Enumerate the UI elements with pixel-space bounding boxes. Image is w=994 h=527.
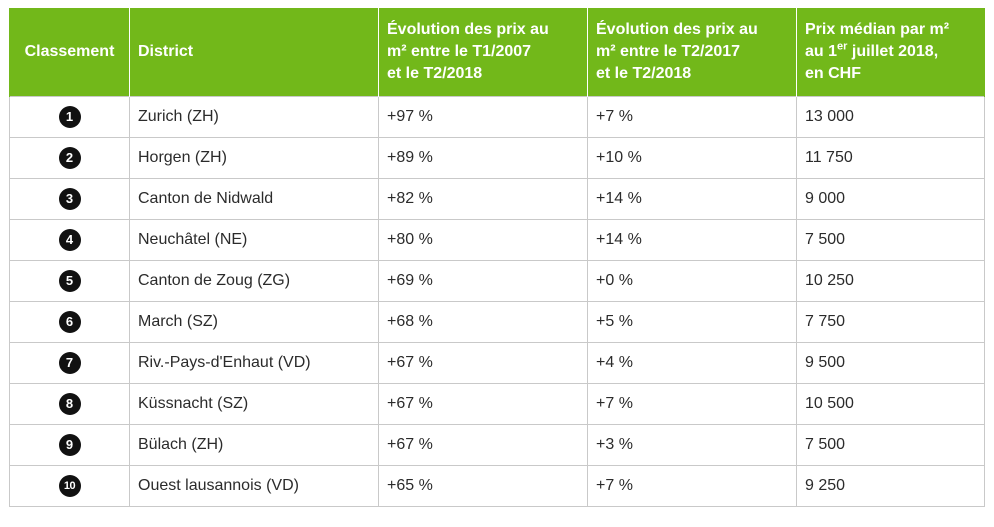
table-row: 1 Zurich (ZH) +97 % +7 % 13 000 — [9, 95, 985, 138]
header-price-line3: en CHF — [805, 64, 861, 82]
median-price-cell: 9 500 — [796, 341, 985, 384]
table-row: 2 Horgen (ZH) +89 % +10 % 11 750 — [9, 136, 985, 179]
table-row: 5 Canton de Zoug (ZG) +69 % +0 % 10 250 — [9, 259, 985, 302]
rank-badge: 5 — [58, 269, 81, 292]
rank-cell: 5 — [9, 259, 130, 302]
rank-cell: 4 — [9, 218, 130, 261]
rank-cell: 9 — [9, 423, 130, 466]
header-evolution-2017-line3: et le T2/2018 — [596, 64, 692, 82]
rank-badge: 4 — [58, 228, 81, 251]
ranking-table-container: Classement District Évolution des prix a… — [9, 8, 985, 507]
median-price-cell: 7 500 — [796, 423, 985, 466]
rank-cell: 1 — [9, 95, 130, 138]
district-cell: Küssnacht (SZ) — [129, 382, 379, 425]
rank-badge: 2 — [58, 146, 81, 169]
evolution-2007-cell: +89 % — [378, 136, 588, 179]
header-evolution-2007-line2: m² entre le T1/2007 — [387, 42, 532, 60]
header-median-price: Prix médian par m² au 1er juillet 2018, … — [796, 8, 985, 96]
rank-badge: 10 — [58, 474, 81, 497]
rank-cell: 3 — [9, 177, 130, 220]
rank-cell: 6 — [9, 300, 130, 343]
rank-badge: 6 — [58, 310, 81, 333]
rank-cell: 8 — [9, 382, 130, 425]
evolution-2017-cell: +14 % — [587, 177, 797, 220]
median-price-cell: 9 000 — [796, 177, 985, 220]
median-price-cell: 10 500 — [796, 382, 985, 425]
evolution-2017-cell: +7 % — [587, 464, 797, 507]
evolution-2007-cell: +80 % — [378, 218, 588, 261]
header-price-line2-post: juillet 2018, — [847, 42, 939, 60]
rank-badge: 7 — [58, 351, 81, 374]
rank-badge: 9 — [58, 433, 81, 456]
header-evolution-2017-2018: Évolution des prix au m² entre le T2/201… — [587, 8, 797, 96]
table-row: 4 Neuchâtel (NE) +80 % +14 % 7 500 — [9, 218, 985, 261]
header-evolution-2007-line1: Évolution des prix au — [387, 20, 549, 38]
evolution-2007-cell: +67 % — [378, 423, 588, 466]
header-price-line2-sup: er — [837, 40, 848, 53]
header-evolution-2007-line3: et le T2/2018 — [387, 64, 483, 82]
evolution-2007-cell: +82 % — [378, 177, 588, 220]
evolution-2007-cell: +67 % — [378, 382, 588, 425]
rank-badge: 8 — [58, 392, 81, 415]
district-cell: Canton de Zoug (ZG) — [129, 259, 379, 302]
header-evolution-2007-2018: Évolution des prix au m² entre le T1/200… — [378, 8, 588, 96]
table-header-row: Classement District Évolution des prix a… — [9, 8, 985, 96]
median-price-cell: 11 750 — [796, 136, 985, 179]
median-price-cell: 7 750 — [796, 300, 985, 343]
evolution-2017-cell: +10 % — [587, 136, 797, 179]
evolution-2017-cell: +3 % — [587, 423, 797, 466]
evolution-2017-cell: +14 % — [587, 218, 797, 261]
table-row: 6 March (SZ) +68 % +5 % 7 750 — [9, 300, 985, 343]
table-row: 8 Küssnacht (SZ) +67 % +7 % 10 500 — [9, 382, 985, 425]
evolution-2017-cell: +0 % — [587, 259, 797, 302]
median-price-cell: 13 000 — [796, 95, 985, 138]
median-price-cell: 10 250 — [796, 259, 985, 302]
district-cell: March (SZ) — [129, 300, 379, 343]
header-district: District — [129, 8, 379, 96]
header-evolution-2017-line1: Évolution des prix au — [596, 20, 758, 38]
rank-cell: 2 — [9, 136, 130, 179]
rank-cell: 10 — [9, 464, 130, 507]
median-price-cell: 9 250 — [796, 464, 985, 507]
rank-badge: 1 — [58, 105, 81, 128]
table-row: 3 Canton de Nidwald +82 % +14 % 9 000 — [9, 177, 985, 220]
evolution-2007-cell: +69 % — [378, 259, 588, 302]
header-price-line2-pre: au 1 — [805, 42, 838, 60]
table-row: 10 Ouest lausannois (VD) +65 % +7 % 9 250 — [9, 464, 985, 507]
district-cell: Horgen (ZH) — [129, 136, 379, 179]
table-row: 7 Riv.-Pays-d'Enhaut (VD) +67 % +4 % 9 500 — [9, 341, 985, 384]
evolution-2017-cell: +5 % — [587, 300, 797, 343]
district-cell: Neuchâtel (NE) — [129, 218, 379, 261]
evolution-2017-cell: +4 % — [587, 341, 797, 384]
rank-badge: 3 — [58, 187, 81, 210]
header-price-line1: Prix médian par m² — [805, 20, 950, 38]
district-cell: Riv.-Pays-d'Enhaut (VD) — [129, 341, 379, 384]
district-cell: Zurich (ZH) — [129, 95, 379, 138]
table-body: 1 Zurich (ZH) +97 % +7 % 13 000 2 Horgen (ZH) +… — [9, 95, 985, 507]
evolution-2007-cell: +67 % — [378, 341, 588, 384]
ranking-table: Classement District Évolution des prix a… — [9, 8, 985, 507]
evolution-2017-cell: +7 % — [587, 95, 797, 138]
rank-cell: 7 — [9, 341, 130, 384]
evolution-2007-cell: +97 % — [378, 95, 588, 138]
evolution-2007-cell: +68 % — [378, 300, 588, 343]
table-row: 9 Bülach (ZH) +67 % +3 % 7 500 — [9, 423, 985, 466]
district-cell: Bülach (ZH) — [129, 423, 379, 466]
header-rank: Classement — [9, 8, 130, 96]
evolution-2007-cell: +65 % — [378, 464, 588, 507]
median-price-cell: 7 500 — [796, 218, 985, 261]
district-cell: Ouest lausannois (VD) — [129, 464, 379, 507]
district-cell: Canton de Nidwald — [129, 177, 379, 220]
evolution-2017-cell: +7 % — [587, 382, 797, 425]
header-evolution-2017-line2: m² entre le T2/2017 — [596, 42, 741, 60]
